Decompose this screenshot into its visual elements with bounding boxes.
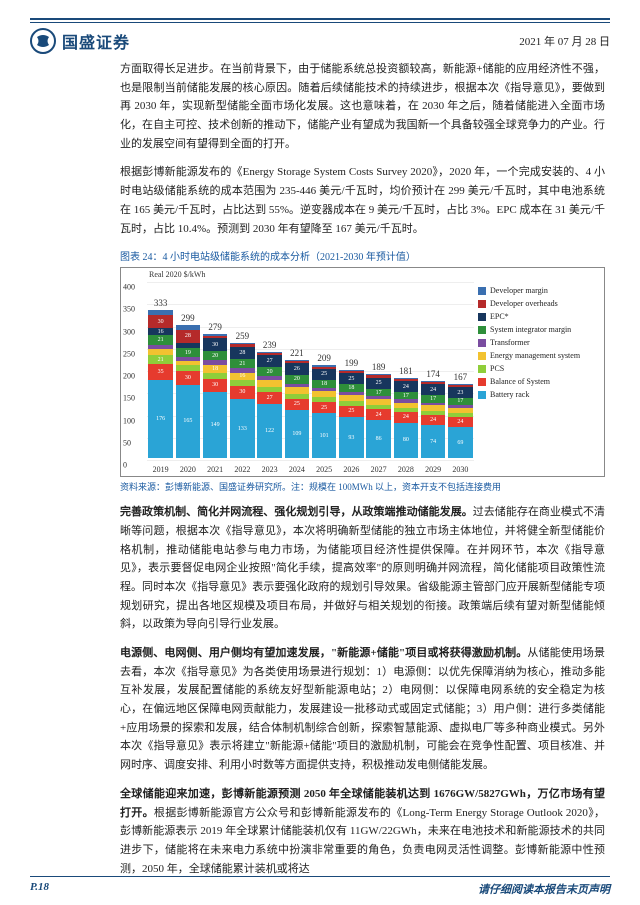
- chart-source: 资料来源：彭博新能源、国盛证券研究所。注：规模在 100MWh 以上，资本开支不…: [120, 480, 605, 493]
- cost-chart: Real 2020 $/kWh 050100150200250300350400…: [120, 267, 605, 477]
- paragraph-1: 方面取得长足进步。在当前背景下，由于储能系统总投资额较高，新能源+储能的应用经济…: [120, 60, 605, 153]
- brand-logo: 国盛证券: [30, 28, 130, 54]
- brand-name: 国盛证券: [62, 29, 130, 53]
- report-date: 2021 年 07 月 28 日: [519, 33, 610, 49]
- chart-legend: Developer marginDeveloper overheadsEPC*S…: [478, 286, 600, 403]
- paragraph-3: 完善政策机制、简化并网流程、强化规划引导，从政策端推动储能发展。过去储能存在商业…: [120, 503, 605, 634]
- page-number: P.18: [30, 881, 49, 897]
- chart-title: 图表 24：4 小时电站级储能系统的成本分析（2021-2030 年预计值）: [120, 248, 605, 263]
- paragraph-5: 全球储能迎来加速，彭博新能源预测 2050 年全球储能装机达到 1676GW/5…: [120, 785, 605, 878]
- paragraph-4: 电源侧、电网侧、用户侧均有望加速发展，"新能源+储能"项目或将获得激励机制。从储…: [120, 644, 605, 775]
- y-axis-title: Real 2020 $/kWh: [149, 270, 205, 279]
- paragraph-2: 根据彭博新能源发布的《Energy Storage System Costs S…: [120, 163, 605, 238]
- brand-logo-icon: [30, 28, 56, 54]
- footer-note: 请仔细阅读本报告末页声明: [478, 881, 610, 897]
